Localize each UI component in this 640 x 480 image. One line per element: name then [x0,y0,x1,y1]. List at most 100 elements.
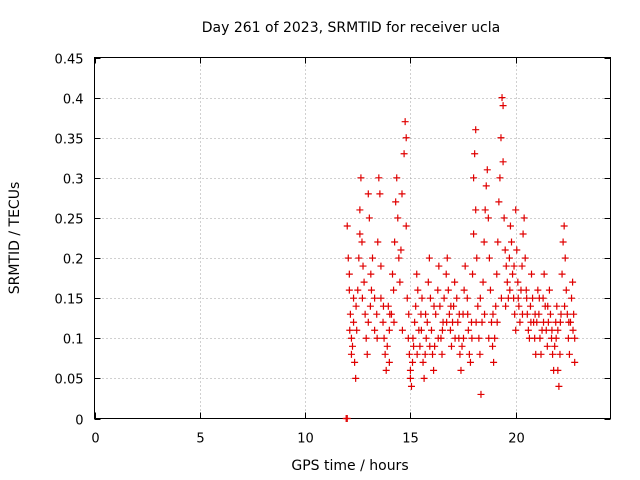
data-point [463,294,471,302]
grid [94,57,611,419]
y-tick-label: 0.35 [55,133,84,148]
data-point [536,334,544,342]
data-point [502,262,510,270]
data-point [473,254,481,262]
data-point [398,190,406,198]
data-point [486,286,494,294]
x-axis-label: GPS time / hours [291,458,408,474]
data-point [427,326,435,334]
data-point [454,318,462,326]
data-point [405,350,413,358]
data-point [406,374,414,382]
data-point [543,342,551,350]
data-point [418,294,426,302]
data-point [526,302,534,310]
data-point [381,350,389,358]
data-point [353,326,361,334]
data-point [409,334,417,342]
data-point [498,94,506,102]
data-point [520,214,528,222]
data-point [494,238,502,246]
data-point [371,326,379,334]
data-point [426,342,434,350]
data-point [546,310,554,318]
data-point [442,270,450,278]
data-point [402,134,410,142]
data-point [485,254,493,262]
data-point [379,318,387,326]
data-point [393,174,401,182]
data-point [489,342,497,350]
data-point [434,286,442,294]
data-point [471,150,479,158]
y-tick-label: 0.25 [55,213,84,228]
data-point [472,206,480,214]
data-point [360,278,368,286]
x-axis: 0 5 10 15 20 [91,57,525,447]
data-point [458,342,466,350]
data-point [524,326,532,334]
data-point [571,334,579,342]
data-point [459,334,467,342]
data-point [363,350,371,358]
data-point [352,374,360,382]
data-point [426,294,434,302]
data-point [510,262,518,270]
data-point [568,294,576,302]
data-point [406,366,414,374]
data-point [476,294,484,302]
data-point [537,350,545,358]
data-point [497,134,505,142]
y-tick-label: 0.15 [55,293,84,308]
data-point [499,102,507,110]
data-point [343,222,351,230]
data-point [403,294,411,302]
data-point [390,286,398,294]
data-point [495,198,503,206]
data-point [535,294,543,302]
data-point [515,302,523,310]
data-point [556,350,564,358]
data-point [502,302,510,310]
data-point [531,310,539,318]
data-point [571,358,579,366]
data-point [464,326,472,334]
data-point [540,318,548,326]
data-point [354,286,362,294]
data-point [553,302,561,310]
data-point [492,302,500,310]
y-tick-label: 0.1 [63,333,84,348]
data-point [402,222,410,230]
data-point [518,310,526,318]
data-point [554,326,562,334]
data-point [512,326,520,334]
x-tick-label: 5 [196,432,204,447]
data-point [544,302,552,310]
data-point [383,342,391,350]
data-point [394,214,402,222]
data-point [390,318,398,326]
data-point [529,294,537,302]
data-point [401,118,409,126]
data-point [438,326,446,334]
data-point [346,310,354,318]
data-point [491,334,499,342]
data-point [425,254,433,262]
data-point [447,302,455,310]
data-point [350,318,358,326]
data-point [514,294,522,302]
data-point [453,294,461,302]
data-point [555,382,563,390]
data-point [557,310,565,318]
data-point [375,174,383,182]
data-point [398,326,406,334]
data-point [509,270,517,278]
data-point [564,334,572,342]
data-point [475,334,483,342]
data-point [377,294,385,302]
x-tick-label: 0 [91,432,99,447]
data-point [395,254,403,262]
data-point [528,270,536,278]
data-point [503,278,511,286]
data-point [482,182,490,190]
